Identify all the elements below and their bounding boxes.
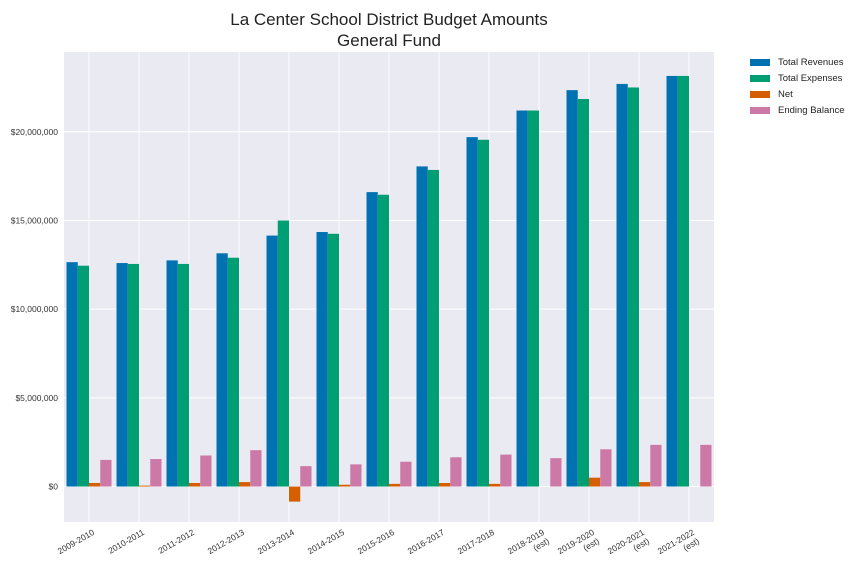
bar-net [339, 484, 351, 487]
y-tick-label: $15,000,000 [11, 215, 59, 225]
bar-net [89, 482, 101, 487]
bar-total-revenues [616, 83, 628, 487]
chart-title-line2: General Fund [337, 31, 441, 50]
bar-ending-balance [700, 444, 712, 487]
legend-item-total-expenses: Total Expenses [750, 70, 845, 86]
svg-text:2014-2015: 2014-2015 [306, 527, 346, 556]
bar-total-revenues [66, 262, 78, 487]
x-tick-label: 2016-2017 [406, 527, 446, 556]
bar-ending-balance [150, 459, 162, 487]
bar-total-revenues [216, 253, 228, 487]
legend-item-net: Net [750, 86, 845, 102]
bar-total-revenues [266, 235, 278, 487]
y-tick-label: $0 [49, 482, 59, 492]
svg-text:2017-2018: 2017-2018 [456, 527, 496, 556]
x-tick-label: 2021-2022(est) [656, 527, 701, 565]
legend-swatch [750, 74, 770, 82]
bar-net [489, 483, 501, 487]
x-tick-label: 2018-2019(est) [506, 527, 551, 565]
svg-text:2015-2016: 2015-2016 [356, 527, 396, 556]
legend-swatch [750, 106, 770, 114]
x-tick-label: 2011-2012 [156, 527, 196, 556]
bar-total-expenses [477, 139, 489, 487]
bar-total-expenses [327, 233, 339, 487]
chart-title-line1: La Center School District Budget Amounts [230, 10, 548, 29]
bar-net [239, 482, 251, 487]
bar-total-expenses [627, 87, 639, 487]
y-tick-label: $5,000,000 [15, 393, 58, 403]
legend-swatch [750, 58, 770, 66]
legend-label: Ending Balance [778, 104, 845, 116]
bar-total-expenses [527, 110, 539, 487]
svg-text:2013-2014: 2013-2014 [256, 527, 296, 556]
bar-net [589, 477, 601, 487]
bar-total-expenses [677, 75, 689, 487]
bar-total-expenses [227, 257, 239, 487]
bar-ending-balance [300, 466, 312, 487]
bar-ending-balance [200, 455, 212, 487]
bar-total-expenses [577, 99, 589, 487]
legend-label: Total Expenses [778, 72, 843, 84]
legend-label: Net [778, 88, 793, 100]
bar-total-expenses [127, 263, 139, 487]
bar-total-revenues [466, 137, 478, 487]
svg-text:2011-2012: 2011-2012 [156, 527, 196, 556]
bar-ending-balance [650, 444, 662, 487]
bar-total-expenses [427, 169, 439, 487]
bar-total-expenses [377, 194, 389, 487]
bar-total-revenues [116, 263, 128, 487]
bar-total-revenues [366, 192, 378, 487]
bar-ending-balance [500, 454, 512, 487]
svg-text:2020-2021(est): 2020-2021(est) [606, 527, 651, 565]
svg-text:2016-2017: 2016-2017 [406, 527, 446, 556]
y-tick-label: $20,000,000 [11, 127, 59, 137]
x-tick-label: 2019-2020(est) [556, 527, 601, 565]
legend-item-total-revenues: Total Revenues [750, 54, 845, 70]
bar-net [139, 485, 151, 487]
x-tick-label: 2015-2016 [356, 527, 396, 556]
x-tick-label: 2009-2010 [56, 527, 96, 556]
svg-text:2010-2011: 2010-2011 [106, 527, 146, 556]
x-tick-label: 2013-2014 [256, 527, 296, 556]
bar-total-revenues [666, 75, 678, 487]
y-tick-label: $10,000,000 [11, 304, 59, 314]
legend-item-ending-balance: Ending Balance [750, 102, 845, 118]
bar-ending-balance [250, 450, 262, 487]
x-tick-label: 2012-2013 [206, 527, 246, 556]
bar-net [189, 482, 201, 487]
svg-text:2021-2022(est): 2021-2022(est) [656, 527, 701, 565]
legend-swatch [750, 90, 770, 98]
bar-total-revenues [516, 110, 528, 487]
bar-total-revenues [416, 166, 428, 487]
bar-total-expenses [277, 220, 289, 487]
x-tick-label: 2010-2011 [106, 527, 146, 556]
chart-legend: Total Revenues Total Expenses Net Ending Ba… [750, 54, 845, 118]
x-tick-label: 2017-2018 [456, 527, 496, 556]
bar-net [289, 486, 301, 502]
bar-total-revenues [316, 232, 328, 487]
bar-ending-balance [450, 457, 462, 487]
bar-ending-balance [600, 449, 612, 487]
svg-text:2018-2019(est): 2018-2019(est) [506, 527, 551, 565]
bar-net [389, 483, 401, 487]
x-tick-label: 2020-2021(est) [606, 527, 651, 565]
legend-label: Total Revenues [778, 56, 844, 68]
bar-ending-balance [100, 459, 112, 487]
svg-text:2009-2010: 2009-2010 [56, 527, 96, 556]
x-tick-label: 2014-2015 [306, 527, 346, 556]
bar-net [439, 482, 451, 487]
bar-ending-balance [550, 458, 562, 487]
bar-total-revenues [166, 260, 178, 487]
svg-text:2012-2013: 2012-2013 [206, 527, 246, 556]
bar-total-expenses [177, 263, 189, 487]
bar-ending-balance [400, 461, 412, 487]
bar-ending-balance [350, 464, 362, 487]
bar-total-revenues [566, 90, 578, 487]
bar-total-expenses [77, 265, 89, 487]
bar-net [639, 482, 651, 487]
svg-text:2019-2020(est): 2019-2020(est) [556, 527, 601, 565]
chart-title: La Center School District Budget Amounts… [64, 9, 714, 51]
